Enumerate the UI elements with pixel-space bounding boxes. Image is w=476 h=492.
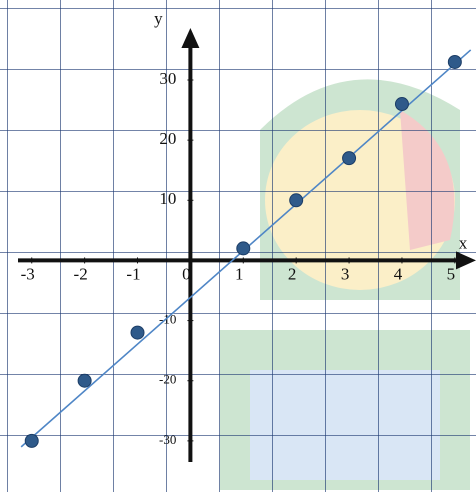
x-tick-label: -3 [21,264,35,283]
data-point [130,325,145,340]
x-tick-label: 1 [235,264,244,283]
x-tick-label: 4 [394,264,403,283]
data-point [236,241,251,256]
x-tick-label: 5 [447,264,456,283]
x-tick-label: -1 [126,264,140,283]
data-point [77,373,92,388]
y-tick-label: -20 [159,372,176,387]
y-tick-label: -10 [159,312,176,327]
x-tick-label: 3 [341,264,350,283]
y-axis-label: y [154,9,163,28]
x-tick-label: 2 [288,264,297,283]
x-tick-label: -2 [74,264,88,283]
x-axis-arrow [456,251,476,270]
y-tick-label: -30 [159,432,176,447]
x-axis-label: x [459,233,468,252]
data-point [394,97,409,112]
y-tick-label: 30 [159,69,176,88]
y-axis-arrow [181,28,200,48]
x-tick-label: 0 [182,264,191,283]
y-tick-label: 20 [159,129,176,148]
data-point [447,54,462,69]
data-point [289,193,304,208]
data-point [24,433,39,448]
y-tick-label: 10 [159,189,176,208]
data-point [342,151,357,166]
